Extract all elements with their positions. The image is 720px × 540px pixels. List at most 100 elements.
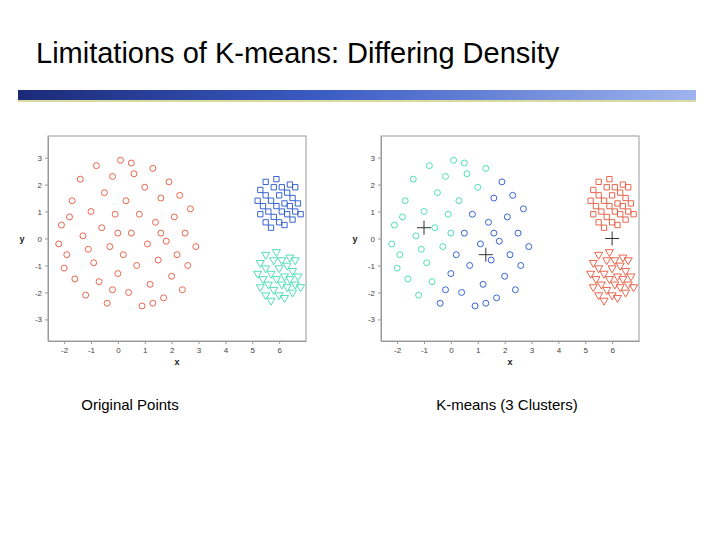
scatter-point [85, 246, 91, 252]
scatter-point [118, 157, 124, 163]
x-tick-mark [252, 341, 253, 344]
scatter-point [626, 209, 631, 214]
x-tick-label: 2 [170, 346, 175, 355]
scatter-point [258, 187, 263, 192]
scatter-point [526, 244, 532, 250]
scatter-point [507, 252, 513, 258]
y-tick-mark [45, 239, 48, 240]
scatter-point [595, 293, 603, 300]
x-tick-label: -2 [394, 346, 402, 355]
plot-frame [381, 136, 639, 341]
series [437, 179, 532, 309]
scatter-point [278, 258, 286, 265]
scatter-point [110, 173, 116, 179]
scatter-point [603, 258, 611, 265]
scatter-point [177, 192, 183, 198]
scatter-point [464, 171, 470, 177]
x-tick-label: -1 [421, 346, 429, 355]
scatter-point [185, 262, 191, 268]
scatter-point [150, 300, 156, 306]
y-tick-mark [45, 265, 48, 266]
x-tick: 6 [610, 341, 615, 355]
scatter-point [61, 265, 67, 271]
scatter-point [488, 257, 494, 263]
scatter-point [144, 241, 150, 247]
x-tick: -2 [61, 341, 69, 355]
x-tick-label: 6 [610, 346, 615, 355]
scatter-point [270, 258, 278, 265]
scatter-point [69, 198, 75, 204]
scatter-point [174, 252, 180, 258]
x-tick-label: 0 [449, 346, 454, 355]
scatter-point [619, 277, 627, 284]
scatter-point [611, 258, 619, 265]
scatter-point [477, 241, 483, 247]
scatter-point [279, 185, 284, 190]
y-tick-label: 1 [38, 208, 43, 217]
chart-caption: K-means (3 Clusters) [436, 396, 578, 413]
scatter-point [443, 287, 449, 293]
x-tick: -2 [394, 341, 402, 355]
y-tick: -1 [35, 262, 48, 271]
scatter-point [461, 230, 467, 236]
scatter-point [472, 303, 478, 309]
scatter-point [289, 290, 297, 297]
x-tick-mark [225, 341, 226, 344]
scatter-point [262, 293, 270, 300]
y-tick-mark [378, 185, 381, 186]
scatter-point [603, 287, 611, 294]
x-tick: 1 [476, 341, 481, 355]
scatter-point [262, 266, 270, 273]
scatter-point [421, 209, 427, 215]
x-tick: -1 [88, 341, 96, 355]
y-tick: 2 [371, 181, 381, 190]
scatter-point [256, 285, 264, 292]
scatter-point [163, 238, 169, 244]
scatter-point [268, 225, 273, 230]
scatter-point [64, 252, 70, 258]
chart: -2-10123456-3-2-10123xyOriginal Points [19, 136, 306, 413]
y-tick: -3 [368, 315, 381, 324]
scatter-point [179, 287, 185, 293]
slide-title: Limitations of K-means: Differing Densit… [36, 37, 560, 69]
scatter-point [298, 212, 303, 217]
scatter-point [104, 300, 110, 306]
scatter-point [255, 198, 260, 203]
scatter-point [494, 295, 500, 301]
scatter-point [101, 190, 107, 196]
scatter-point [287, 182, 292, 187]
scatter-point [110, 287, 116, 293]
scatter-point [426, 163, 432, 169]
x-tick-mark [612, 341, 613, 344]
x-tick-label: 1 [143, 346, 148, 355]
slide: Limitations of K-means: Differing Densit… [0, 0, 720, 540]
scatter-point [153, 219, 159, 225]
scatter-point [270, 287, 278, 294]
scatter-point [282, 222, 287, 227]
scatter-point [67, 214, 73, 220]
scatter-point [622, 269, 630, 276]
scatter-point [515, 230, 521, 236]
scatter-point [267, 298, 275, 305]
scatter-point [128, 230, 134, 236]
scatter-point [597, 282, 605, 289]
scatter-point [107, 244, 113, 250]
scatter-point [608, 266, 616, 273]
scatter-point [432, 225, 438, 231]
scatter-point [271, 185, 276, 190]
x-tick: 2 [170, 341, 175, 355]
scatter-point [115, 271, 121, 277]
x-tick-mark [91, 341, 92, 344]
scatter-point [276, 220, 281, 225]
scatter-point [112, 211, 118, 217]
scatter-point [595, 266, 603, 273]
scatter-point [402, 198, 408, 204]
scatter-point [512, 287, 518, 293]
scatter-point [120, 252, 126, 258]
scatter-point [285, 212, 290, 217]
x-tick-mark [64, 341, 65, 344]
scatter-point [416, 292, 422, 298]
scatter-point [587, 271, 595, 278]
scatter-point [596, 193, 601, 198]
scatter-point [96, 279, 102, 285]
